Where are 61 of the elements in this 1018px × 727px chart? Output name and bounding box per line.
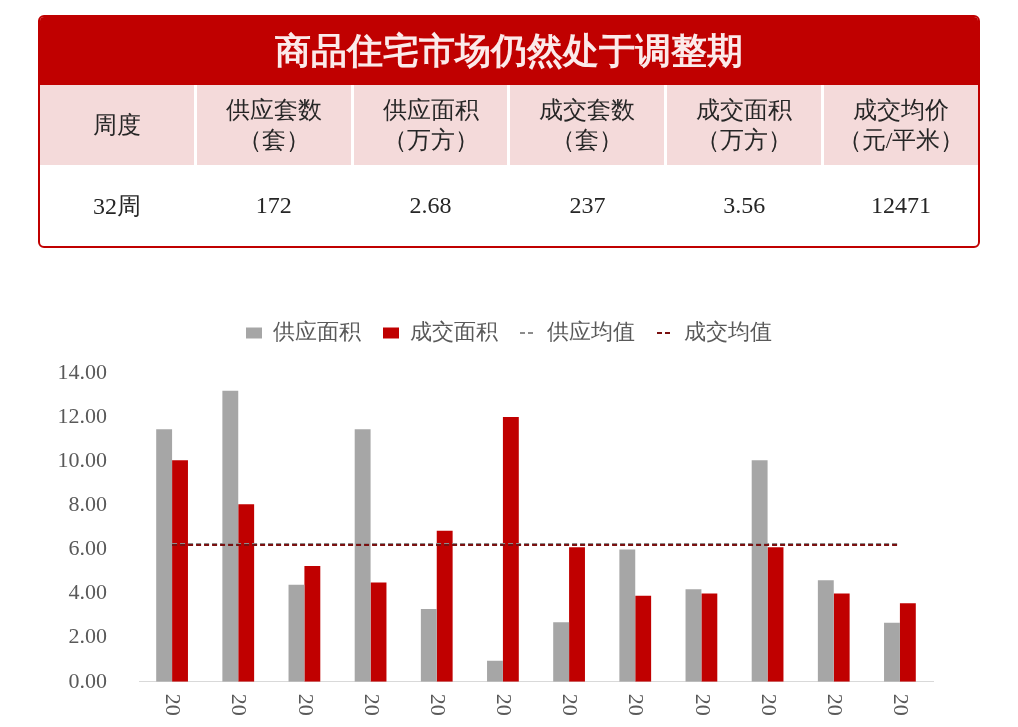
y-tick-label: 14.00 (57, 358, 107, 384)
category-label: 供应面积（万方） (381, 96, 480, 155)
legend-label: 成交面积 (410, 318, 498, 344)
legend-label: 成交均值 (684, 318, 772, 344)
data-label: 172 (255, 192, 292, 219)
bar (502, 417, 519, 682)
x-tick-label: 20 (161, 693, 187, 716)
y-tick-label: 2.00 (68, 623, 107, 649)
bar (436, 530, 453, 682)
x-tick-label: 20 (558, 693, 584, 716)
bar (238, 504, 255, 682)
y-tick-label: 0.00 (68, 667, 107, 693)
bar (156, 429, 173, 682)
x-tick-label: 20 (690, 693, 716, 716)
bar (701, 593, 718, 682)
bar (569, 547, 585, 682)
x-tick-label: 20 (492, 693, 518, 716)
bar (685, 589, 702, 682)
x-tick-label: 20 (359, 693, 385, 716)
category-label: 32周 (92, 192, 141, 219)
bar (619, 549, 636, 682)
bar (487, 660, 503, 682)
bar (817, 580, 834, 682)
x-tick-label: 20 (227, 693, 253, 716)
y-tick-label: 10.00 (57, 447, 107, 473)
data-label: 2.68 (409, 192, 452, 219)
x-tick-label: 20 (889, 693, 915, 716)
text: 周度 (92, 111, 141, 140)
bar (635, 595, 652, 682)
text: 商品住宅市场仍然处于调整期 (275, 29, 743, 73)
category-label: 成交套数（套） (538, 96, 637, 155)
bar (751, 460, 768, 682)
y-tick-label: 6.00 (68, 535, 107, 561)
category-label: 成交均价（元/平米） (836, 96, 966, 155)
y-tick-label: 12.00 (57, 402, 107, 428)
x-tick-label: 20 (425, 693, 451, 716)
x-tick-label: 20 (293, 693, 319, 716)
bar (767, 547, 784, 682)
bar (884, 622, 900, 682)
x-tick-label: 20 (822, 693, 848, 716)
y-tick-label: 4.00 (68, 579, 107, 605)
data-label: 3.56 (723, 192, 766, 219)
bar (354, 429, 371, 682)
bar (304, 566, 321, 682)
bar (222, 390, 239, 682)
legend-label: 供应均值 (547, 318, 635, 344)
data-label: 12471 (871, 192, 932, 219)
category-label: 供应套数（套） (224, 96, 323, 155)
bar (370, 582, 387, 682)
bar (553, 622, 570, 682)
bar (420, 609, 437, 682)
bar (288, 584, 305, 682)
data-label: 237 (569, 192, 606, 219)
x-tick-label: 20 (624, 693, 650, 716)
bar (899, 603, 916, 682)
bar (833, 593, 850, 682)
bar (172, 460, 188, 682)
x-tick-label: 20 (756, 693, 782, 716)
y-tick-label: 8.00 (68, 491, 107, 517)
category-label: 成交面积（万方） (695, 96, 794, 155)
legend-label: 供应面积 (273, 318, 361, 344)
